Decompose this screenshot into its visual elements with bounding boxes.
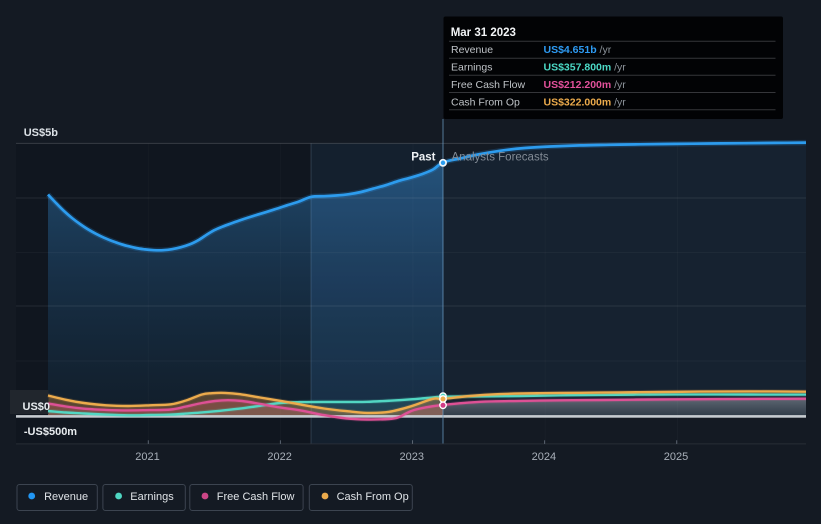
svg-text:US$4.651b /yr: US$4.651b /yr (544, 44, 612, 56)
svg-text:US$322.000m /yr: US$322.000m /yr (544, 96, 627, 108)
svg-text:US$0: US$0 (23, 401, 51, 413)
svg-text:Free Cash Flow: Free Cash Flow (217, 491, 295, 503)
svg-text:2021: 2021 (135, 451, 159, 463)
svg-text:Revenue: Revenue (451, 44, 493, 56)
svg-text:Earnings: Earnings (130, 491, 174, 503)
svg-text:US$212.200m /yr: US$212.200m /yr (544, 79, 627, 91)
svg-text:-US$500m: -US$500m (24, 426, 77, 438)
svg-text:Earnings: Earnings (451, 62, 492, 74)
svg-text:2024: 2024 (532, 451, 556, 463)
svg-text:Past: Past (411, 151, 435, 163)
svg-text:2025: 2025 (664, 451, 688, 463)
svg-text:US$357.800m /yr: US$357.800m /yr (544, 62, 627, 74)
svg-text:Revenue: Revenue (44, 491, 88, 503)
svg-text:Analysts Forecasts: Analysts Forecasts (452, 151, 549, 163)
svg-text:Free Cash Flow: Free Cash Flow (451, 79, 526, 91)
svg-text:Cash From Op: Cash From Op (337, 491, 409, 503)
svg-text:Cash From Op: Cash From Op (451, 96, 520, 108)
svg-text:2022: 2022 (267, 451, 291, 463)
svg-text:Mar 31 2023: Mar 31 2023 (451, 27, 516, 39)
svg-text:2023: 2023 (400, 451, 424, 463)
svg-text:US$5b: US$5b (24, 127, 59, 139)
